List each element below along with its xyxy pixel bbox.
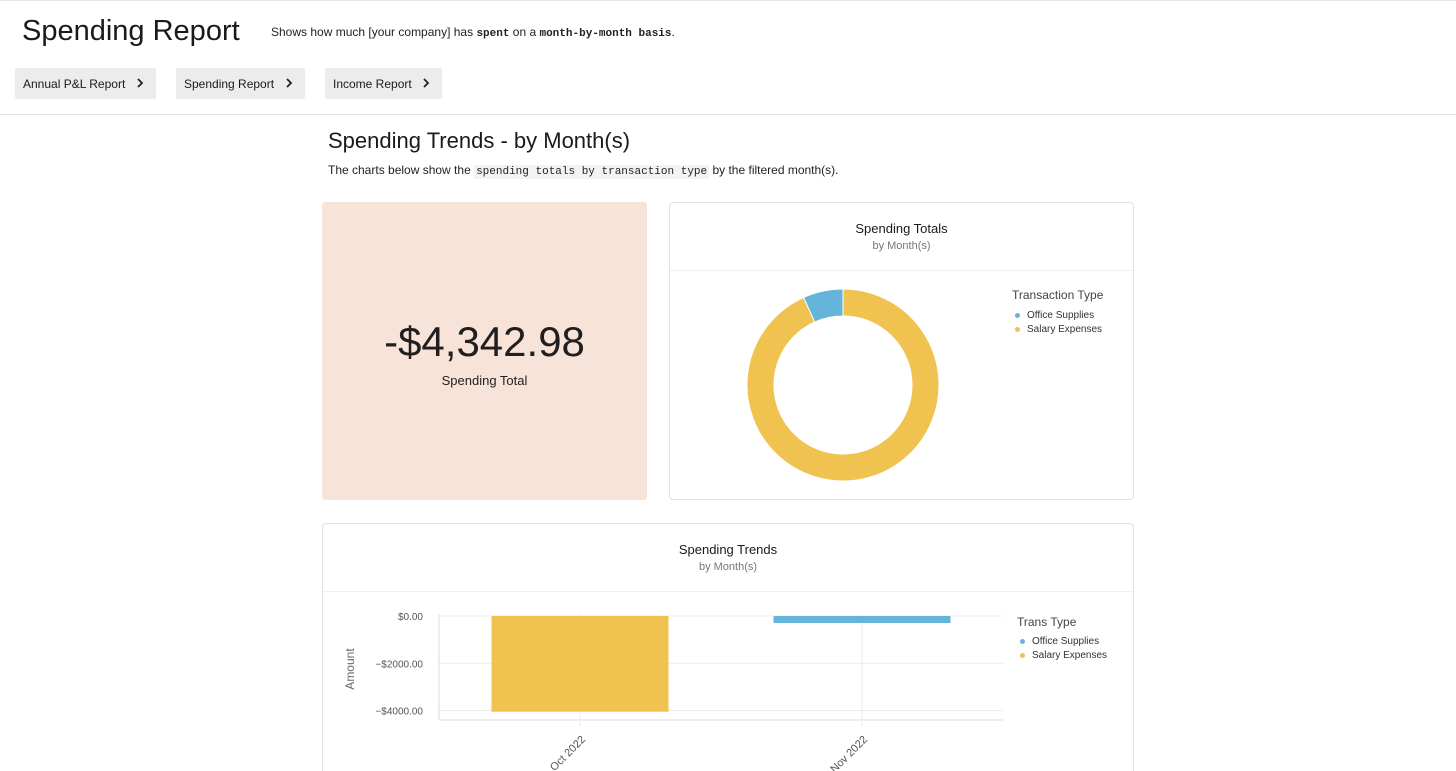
- spending-total-label: Spending Total: [441, 373, 528, 388]
- legend-dot: [1020, 653, 1025, 658]
- y-tick-label: −$2000.00: [375, 659, 423, 670]
- y-tick-label: −$4000.00: [375, 707, 423, 718]
- x-tick-label: Oct 2022: [548, 734, 588, 771]
- page-title: Spending Report: [22, 15, 240, 47]
- chevron-right-icon: [423, 78, 430, 88]
- bar-office-supplies-nov-2022[interactable]: [773, 616, 951, 623]
- x-tick-label: Nov 2022: [828, 734, 870, 771]
- spending-report-button[interactable]: Spending Report: [176, 68, 305, 99]
- legend-dot: [1015, 327, 1020, 332]
- spending-trends-card: Spending Trends by Month(s) $0.00 −$2000.…: [322, 523, 1134, 771]
- spending-total-card: -$4,342.98 Spending Total: [322, 202, 647, 500]
- nav-button-label: Income Report: [333, 76, 412, 91]
- legend-item-office-supplies[interactable]: Office Supplies: [1020, 636, 1099, 647]
- bar-chart[interactable]: $0.00 −$2000.00 −$4000.00 Amount Oct 2022 Nov…: [323, 524, 1134, 771]
- spending-totals-card: Spending Totals by Month(s) Transaction …: [669, 202, 1134, 500]
- legend-item-salary-expenses[interactable]: Salary Expenses: [1015, 324, 1102, 335]
- y-axis-label: Amount: [343, 648, 357, 690]
- donut-chart[interactable]: [670, 203, 1134, 500]
- income-report-button[interactable]: Income Report: [325, 68, 442, 99]
- chevron-right-icon: [286, 78, 293, 88]
- legend-title: Trans Type: [1017, 615, 1077, 629]
- report-header: Spending Report Shows how much [your com…: [0, 0, 1456, 115]
- y-tick-label: $0.00: [398, 612, 423, 623]
- spending-total-value: -$4,342.98: [384, 318, 585, 365]
- section-description: The charts below show the spending total…: [328, 163, 839, 179]
- chart-title: Spending Totals: [855, 221, 948, 236]
- nav-button-label: Annual P&L Report: [23, 76, 126, 91]
- legend-item-office-supplies[interactable]: Office Supplies: [1015, 310, 1094, 321]
- legend-dot: [1015, 313, 1020, 318]
- legend-item-salary-expenses[interactable]: Salary Expenses: [1020, 650, 1107, 661]
- page-description: Shows how much [your company] has spent …: [271, 25, 675, 40]
- section-title: Spending Trends - by Month(s): [328, 128, 631, 153]
- bar-salary-expenses-oct-2022[interactable]: [491, 616, 669, 712]
- donut-slice-salary-expenses[interactable]: [746, 288, 940, 482]
- chart-subtitle: by Month(s): [698, 561, 758, 573]
- legend-dot: [1020, 639, 1025, 644]
- chart-title: Spending Trends: [678, 542, 778, 557]
- chevron-right-icon: [137, 78, 144, 88]
- chart-subtitle: by Month(s): [872, 240, 931, 252]
- legend-title: Transaction Type: [1012, 288, 1104, 302]
- annual-pl-report-button[interactable]: Annual P&L Report: [15, 68, 156, 99]
- nav-button-label: Spending Report: [184, 76, 275, 91]
